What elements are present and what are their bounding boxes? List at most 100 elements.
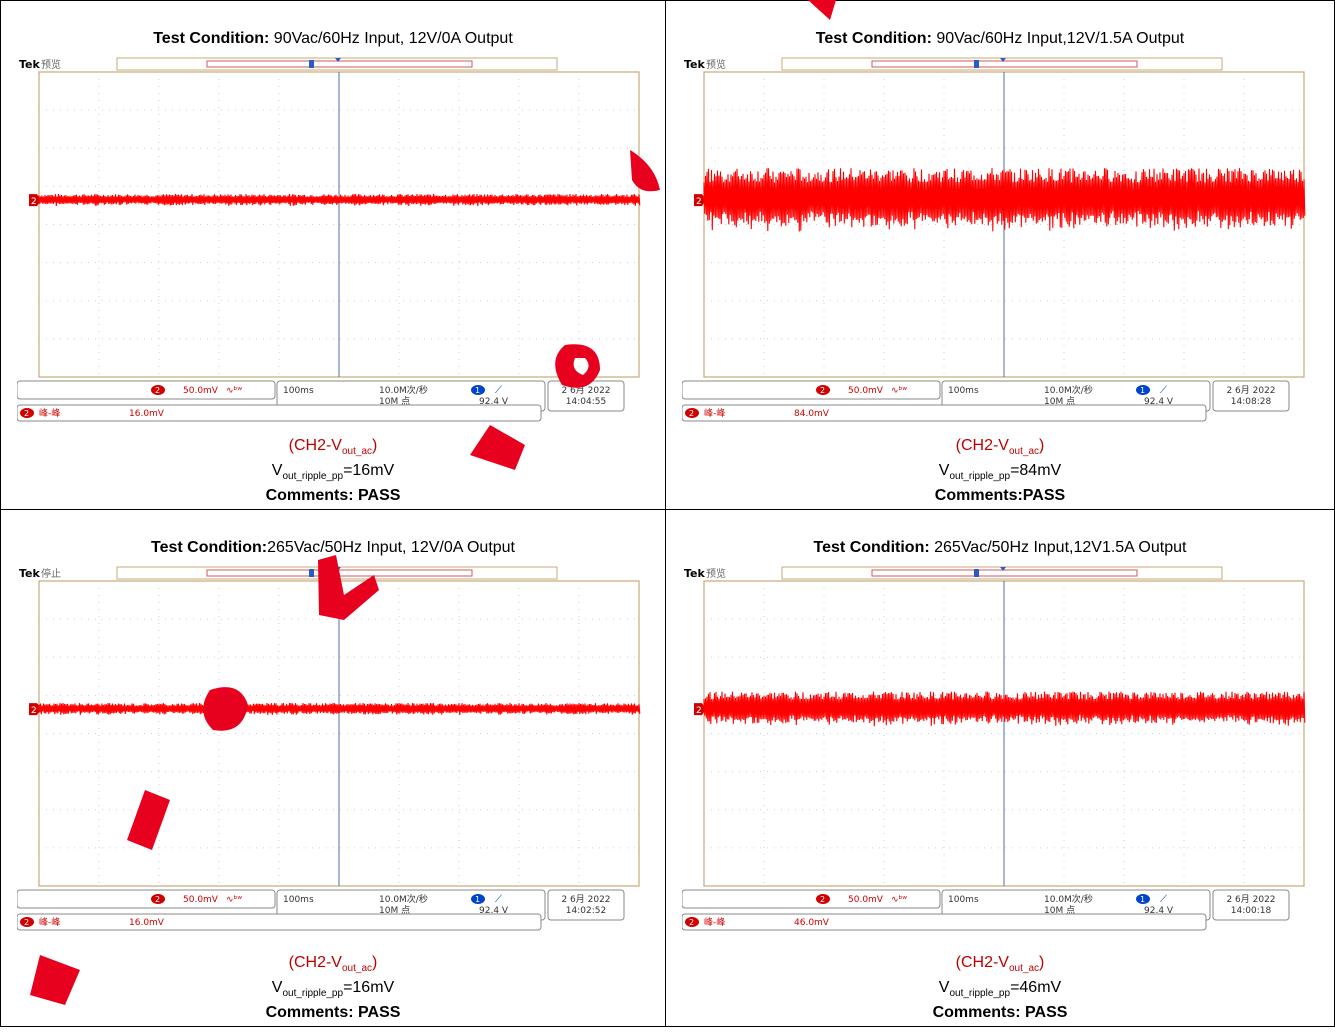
oscilloscope-screenshot: Tek 预览 2 2 50.0mV ∿ᵇʷ 100ms 10.0M次/秒 10M 点 1 ⟋ 92.4… [17,57,657,424]
ac-coupling-icon: ∿ᵇʷ [226,895,242,905]
record-marker [309,60,314,68]
measurement-value: 16.0mV [129,918,165,928]
measurement-channel-badge [20,917,34,927]
time: 14:04:55 [566,397,606,407]
waveform-trace [703,691,1306,727]
date: 2 6月 2022 [561,385,610,396]
channel-2-badge-label: 2 [820,895,825,904]
sample-rate: 10.0M次/秒 [379,384,428,396]
trigger-channel-badge [1136,894,1150,904]
test-condition-label: Test Condition: [153,30,270,47]
datetime-box [1212,889,1290,921]
trigger-slope-icon: ⟋ [495,894,502,905]
scope-brand: Tek [684,58,706,71]
record-window [871,569,1138,577]
channel-label: (CH2-Vout_ac) [288,436,378,457]
channel-scale: 50.0mV [848,895,884,905]
sample-rate: 10.0M次/秒 [1044,384,1093,396]
ac-coupling-icon: ∿ᵇʷ [891,895,907,905]
scope-state: 预览 [41,58,61,71]
date: 2 6月 2022 [1226,894,1275,905]
test-condition: Test Condition: 90Vac/60Hz Input, 12V/0A… [1,29,665,48]
timebase: 100ms [948,895,979,905]
time: 14:02:52 [566,906,606,916]
ac-coupling-icon: ∿ᵇʷ [226,386,242,396]
time: 14:00:18 [1231,906,1272,916]
trigger-slope-icon: ⟋ [1160,894,1167,905]
waveform-trace [38,193,641,207]
test-condition-label: Test Condition: [815,30,932,47]
channel-2-badge-label: 2 [155,386,160,395]
channel-status-box [17,889,276,909]
record-window [206,60,473,68]
scope-brand: Tek [19,58,41,71]
panel-2: Test Condition: 90Vac/60Hz Input,12V/1.5… [666,0,1335,510]
measurement-box [682,913,1207,931]
test-condition-text: 265Vac/50Hz Input, 12V/0A Output [267,539,515,556]
measurement-label: 峰-峰 [39,917,60,928]
trigger-level: 92.4 V [1144,906,1174,916]
channel-scale: 50.0mV [848,386,884,396]
scope-state: 预览 [706,58,726,71]
measurement-channel-badge-label: 2 [24,918,29,927]
channel-status-box [682,380,941,400]
comment: Comments: PASS [265,487,401,504]
channel-2-marker [29,194,41,207]
channel-2-badge [816,385,830,395]
scope-brand: Tek [19,567,41,580]
trigger-channel-badge [1136,385,1150,395]
scope-state: 停止 [41,567,61,580]
test-condition: Test Condition: 265Vac/50Hz Input,12V1.5… [666,538,1334,557]
sample-rate: 10.0M次/秒 [379,893,428,905]
ac-coupling-icon: ∿ᵇʷ [891,386,907,396]
trigger-level: 92.4 V [1144,397,1174,407]
ripple-value: Vout_ripple_pp=84mV [938,461,1062,482]
waveform-trace [703,168,1306,232]
channel-label: (CH2-Vout_ac) [955,436,1045,457]
ripple-value: Vout_ripple_pp=46mV [938,978,1062,999]
channel-label: (CH2-Vout_ac) [955,953,1045,974]
channel-2-marker-label: 2 [696,197,702,207]
channel-2-badge-label: 2 [155,895,160,904]
timebase: 100ms [948,386,979,396]
datetime-box [547,889,625,921]
test-condition: Test Condition:265Vac/50Hz Input, 12V/0A… [1,538,665,557]
date: 2 6月 2022 [1226,385,1275,396]
measurement-box [17,913,542,931]
channel-2-marker [694,194,706,207]
oscilloscope-screenshot: Tek 预览 2 2 50.0mV ∿ᵇʷ 100ms 10.0M次/秒 10M 点 1 ⟋ 92.4… [682,566,1322,933]
channel-2-marker-label: 2 [31,706,37,716]
measurement-channel-badge [685,408,699,418]
trigger-slope-icon: ⟋ [1160,385,1167,396]
test-condition-label: Test Condition: [813,539,930,556]
record-length: 10M 点 [379,905,410,916]
record-length: 10M 点 [1044,396,1075,407]
measurement-channel-badge-label: 2 [689,409,694,418]
channel-2-marker-label: 2 [696,706,702,716]
measurement-box [682,404,1207,422]
sample-rate: 10.0M次/秒 [1044,893,1093,905]
timebase: 100ms [283,895,314,905]
record-window [871,60,1138,68]
measurement-channel-badge-label: 2 [689,918,694,927]
result-caption: (CH2-Vout_ac) Vout_ripple_pp=46mV Commen… [666,953,1334,1022]
channel-2-marker [694,703,706,716]
measurement-value: 84.0mV [794,409,830,419]
measurement-box [17,404,542,422]
test-condition-text: 265Vac/50Hz Input,12V1.5A Output [929,539,1187,556]
channel-2-badge [151,385,165,395]
test-condition-label: Test Condition: [151,539,268,556]
scope-brand: Tek [684,567,706,580]
trigger-channel-badge [471,894,485,904]
channel-2-marker-label: 2 [31,197,37,207]
record-marker [974,569,979,577]
trigger-channel-badge-label: 1 [475,895,480,904]
date: 2 6月 2022 [561,894,610,905]
panel-4: Test Condition: 265Vac/50Hz Input,12V1.5… [666,510,1335,1027]
panel-3: Test Condition:265Vac/50Hz Input, 12V/0A… [0,510,666,1027]
waveform-trace [38,702,641,716]
ripple-value: Vout_ripple_pp=16mV [271,978,395,999]
